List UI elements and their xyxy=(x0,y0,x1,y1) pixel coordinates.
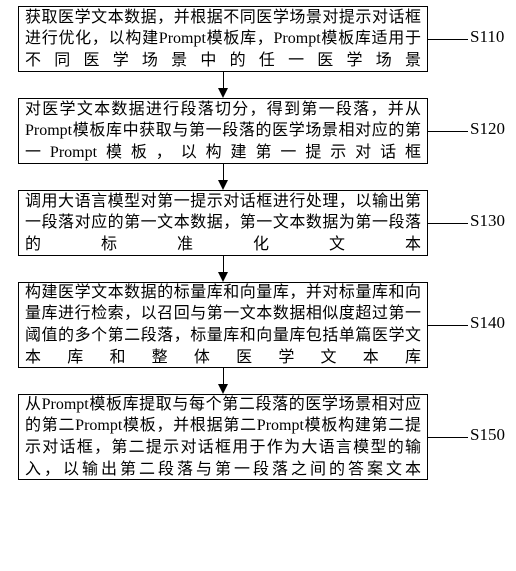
label-connector xyxy=(428,325,468,326)
arrow-head-icon xyxy=(218,88,228,98)
flow-node-s150: 从Prompt模板库提取与每个第二段落的医学场景相对应的第二Prompt模板，并… xyxy=(18,394,428,480)
arrow-head-icon xyxy=(218,384,228,394)
label-connector xyxy=(428,223,468,224)
flow-node-text: 从Prompt模板库提取与每个第二段落的医学场景相对应的第二Prompt模板，并… xyxy=(25,394,421,480)
arrow-head-icon xyxy=(218,180,228,190)
label-connector xyxy=(428,437,468,438)
arrow-line xyxy=(223,72,224,89)
flow-node-text: 构建医学文本数据的标量库和向量库，并对标量库和向量库进行检索，以召回与第一文本数… xyxy=(25,282,421,368)
flow-node-text: 对医学文本数据进行段落切分，得到第一段落，并从Prompt模板库中获取与第一段落… xyxy=(25,99,421,164)
flow-node-s140: 构建医学文本数据的标量库和向量库，并对标量库和向量库进行检索，以召回与第一文本数… xyxy=(18,282,428,368)
arrow-line xyxy=(223,256,224,273)
step-label-s140: S140 xyxy=(470,313,505,333)
arrow-line xyxy=(223,164,224,181)
arrow-head-icon xyxy=(218,272,228,282)
step-label-s110: S110 xyxy=(470,27,504,47)
flow-node-s130: 调用大语言模型对第一提示对话框进行处理，以输出第一段落对应的第一文本数据，第一文… xyxy=(18,190,428,256)
step-label-s150: S150 xyxy=(470,425,505,445)
flow-node-text: 调用大语言模型对第一提示对话框进行处理，以输出第一段落对应的第一文本数据，第一文… xyxy=(25,191,421,256)
step-label-s120: S120 xyxy=(470,119,505,139)
label-connector xyxy=(428,131,468,132)
arrow-line xyxy=(223,368,224,385)
step-label-s130: S130 xyxy=(470,211,505,231)
flow-node-s110: 获取医学文本数据，并根据不同医学场景对提示对话框进行优化，以构建Prompt模板… xyxy=(18,6,428,72)
label-connector xyxy=(428,39,468,40)
flow-node-s120: 对医学文本数据进行段落切分，得到第一段落，并从Prompt模板库中获取与第一段落… xyxy=(18,98,428,164)
flow-node-text: 获取医学文本数据，并根据不同医学场景对提示对话框进行优化，以构建Prompt模板… xyxy=(25,7,421,72)
flowchart-canvas: 获取医学文本数据，并根据不同医学场景对提示对话框进行优化，以构建Prompt模板… xyxy=(0,0,516,571)
